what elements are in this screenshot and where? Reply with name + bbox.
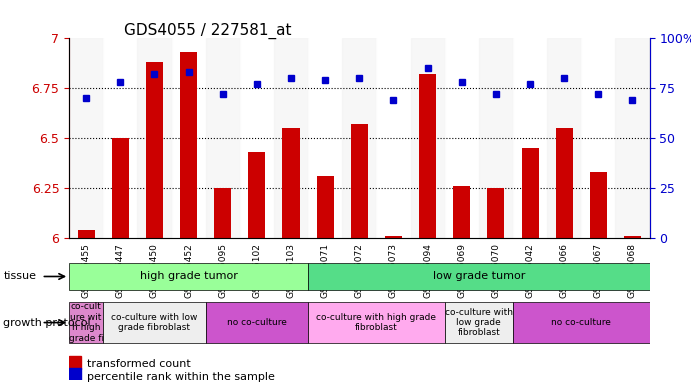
Bar xyxy=(410,38,445,238)
Bar xyxy=(248,152,265,238)
FancyBboxPatch shape xyxy=(69,263,308,290)
Text: no co-culture: no co-culture xyxy=(227,318,287,327)
Text: transformed count: transformed count xyxy=(86,359,190,369)
FancyBboxPatch shape xyxy=(308,302,445,343)
Bar xyxy=(351,124,368,238)
Bar xyxy=(556,128,573,238)
Text: no co-culture: no co-culture xyxy=(551,318,612,327)
Bar xyxy=(112,138,129,238)
Bar xyxy=(547,38,581,238)
Bar xyxy=(103,38,138,238)
FancyBboxPatch shape xyxy=(103,302,206,343)
Bar xyxy=(479,38,513,238)
Text: growth protocol: growth protocol xyxy=(3,318,91,328)
Bar xyxy=(453,186,471,238)
Text: tissue: tissue xyxy=(3,271,37,281)
Bar xyxy=(283,128,300,238)
FancyBboxPatch shape xyxy=(206,302,308,343)
Bar xyxy=(377,38,410,238)
Bar xyxy=(385,236,402,238)
Bar xyxy=(487,188,504,238)
FancyBboxPatch shape xyxy=(445,302,513,343)
Bar xyxy=(214,188,231,238)
Bar xyxy=(146,62,163,238)
Bar xyxy=(69,356,81,369)
Bar xyxy=(624,236,641,238)
Bar xyxy=(180,52,197,238)
Bar xyxy=(69,368,81,382)
Text: low grade tumor: low grade tumor xyxy=(433,271,525,281)
Bar xyxy=(581,38,616,238)
Bar xyxy=(274,38,308,238)
Bar xyxy=(77,230,95,238)
Text: percentile rank within the sample: percentile rank within the sample xyxy=(86,372,274,382)
Text: co-culture with
low grade
fibroblast: co-culture with low grade fibroblast xyxy=(445,308,513,338)
Bar xyxy=(316,176,334,238)
Bar xyxy=(69,38,103,238)
Text: co-culture with low
grade fibroblast: co-culture with low grade fibroblast xyxy=(111,313,198,332)
Text: co-culture with high grade
fibroblast: co-culture with high grade fibroblast xyxy=(316,313,437,332)
Bar xyxy=(590,172,607,238)
Text: GDS4055 / 227581_at: GDS4055 / 227581_at xyxy=(124,23,292,39)
FancyBboxPatch shape xyxy=(308,263,650,290)
Bar xyxy=(308,38,342,238)
Bar xyxy=(513,38,547,238)
Bar xyxy=(240,38,274,238)
Bar xyxy=(171,38,206,238)
Bar xyxy=(206,38,240,238)
Bar xyxy=(522,148,538,238)
Bar xyxy=(138,38,171,238)
Text: co-cult
ure wit
h high
grade fi: co-cult ure wit h high grade fi xyxy=(68,303,104,343)
Bar xyxy=(445,38,479,238)
Bar xyxy=(616,38,650,238)
FancyBboxPatch shape xyxy=(513,302,650,343)
Bar xyxy=(342,38,377,238)
Bar xyxy=(419,74,436,238)
Text: high grade tumor: high grade tumor xyxy=(140,271,238,281)
FancyBboxPatch shape xyxy=(69,302,103,343)
